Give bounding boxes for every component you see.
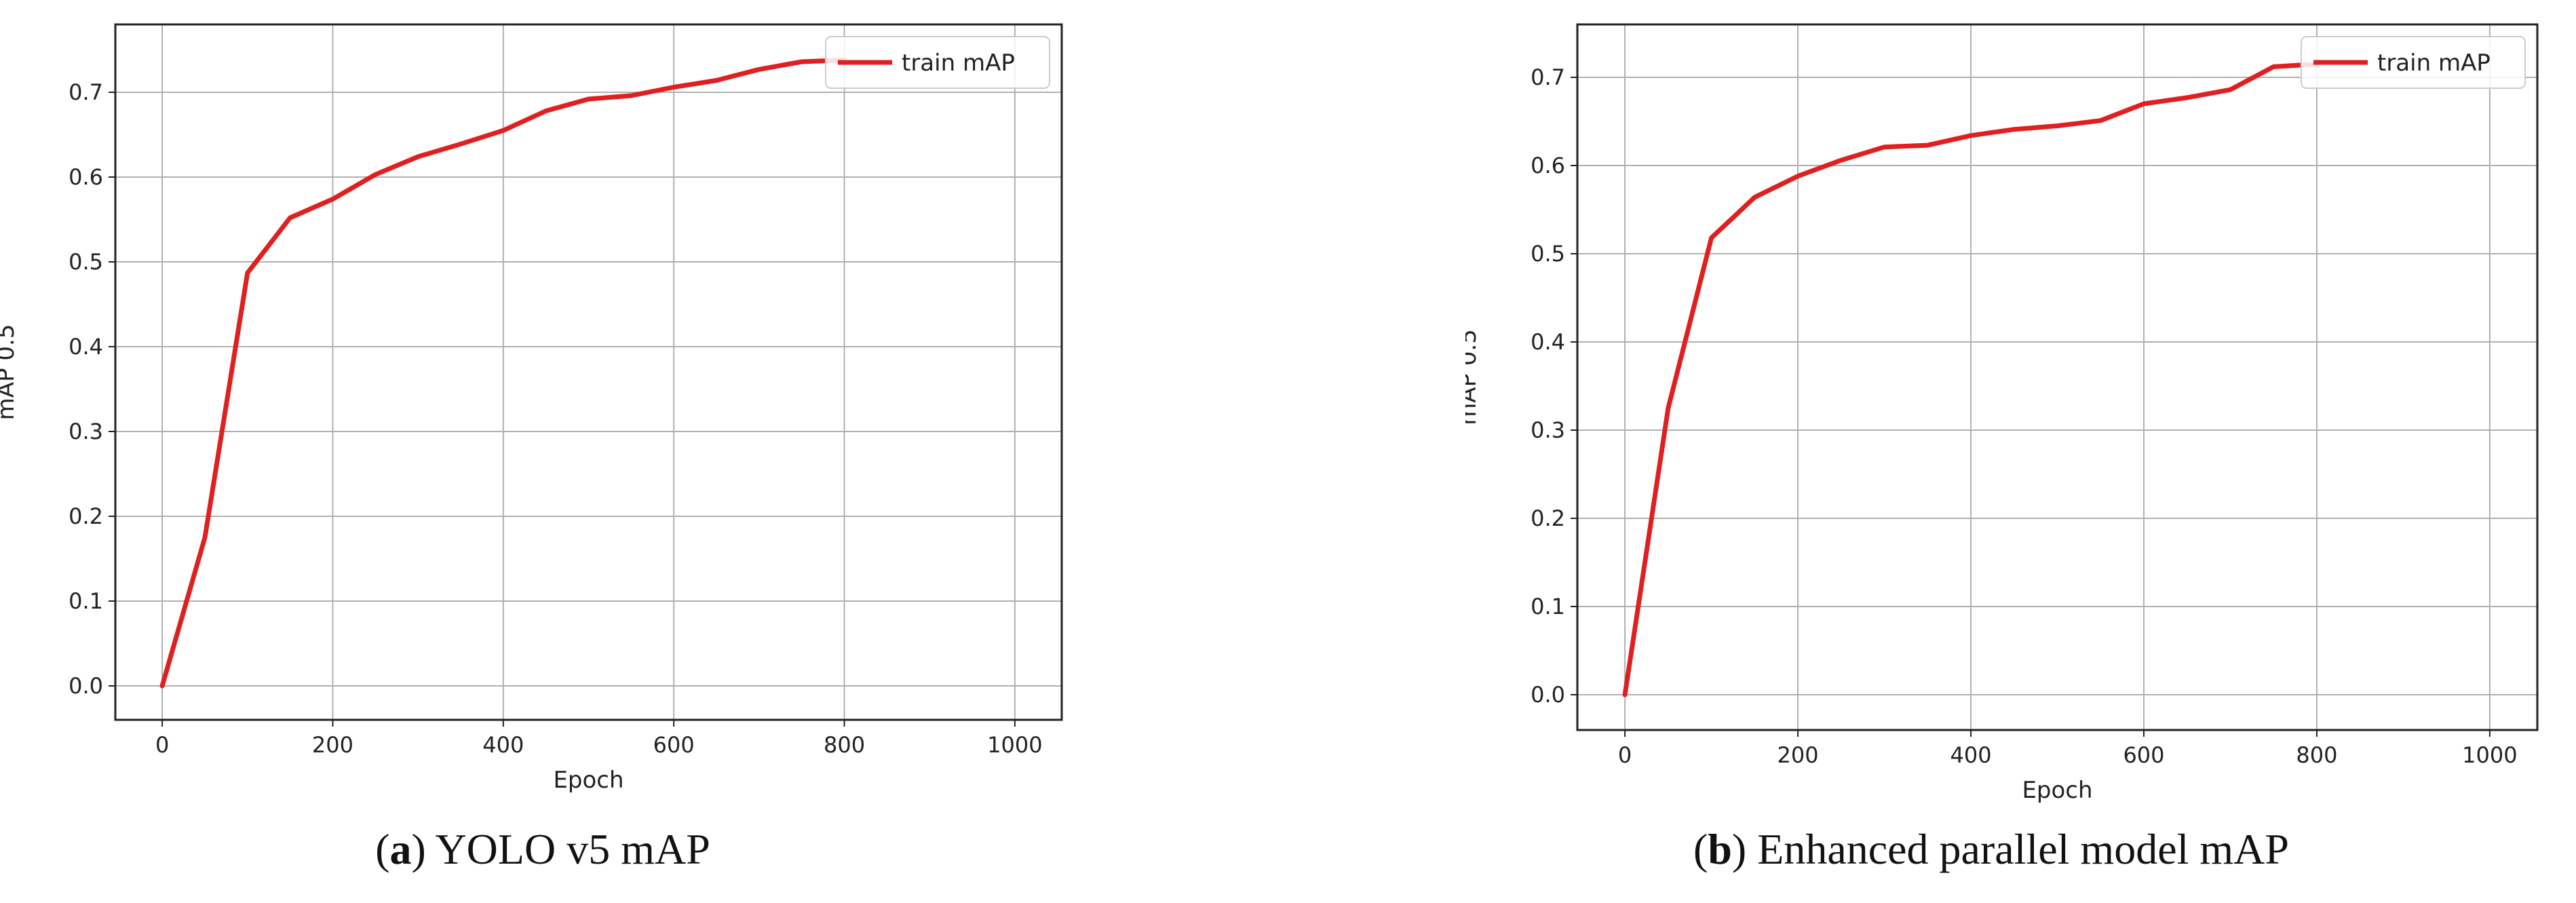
y-tick-label: 0.1 [1531,594,1565,619]
plot-area [115,24,1062,720]
x-tick-label: 400 [482,732,524,758]
y-tick-label: 0.5 [69,249,103,275]
x-tick-label: 1000 [987,732,1042,758]
x-axis-label: Epoch [2022,777,2092,804]
chart-panel-b: 0 200 400 600 800 1000 0.0 0.1 0.2 0.3 0.4 0.5 0.6 0.… [1465,0,2576,903]
y-tick-label: 0.6 [69,164,103,190]
y-tick-label: 0.4 [1531,329,1565,355]
y-tick-label: 0.6 [1531,153,1565,178]
legend-box [825,36,1050,89]
y-tick-label: 0.2 [69,503,103,529]
caption-b-letter: b [1708,825,1732,873]
chart-panel-a: 0 200 400 600 800 1000 0.0 0.1 0.2 0.3 0.4 0.5 0.6 0.… [0,0,1085,903]
y-tick-label: 0.3 [69,419,103,444]
x-tick-label: 400 [1950,742,1991,768]
plot-frame [1576,23,2539,731]
y-tick-label: 0.7 [69,79,103,105]
y-tick-label: 0.0 [69,673,103,699]
plot-area [1577,24,2537,730]
plot-frame [114,23,1063,721]
y-tick-label: 0.1 [69,588,103,614]
x-tick-label: 0 [1618,742,1632,768]
y-tick-label: 0.4 [69,334,103,360]
caption-a-letter: a [389,825,412,873]
x-tick-label: 800 [824,732,865,758]
grid-lines [115,24,1062,720]
y-tick-label: 0.2 [1531,505,1565,531]
legend-label: train mAP [902,50,1015,77]
legend-label: train mAP [2377,50,2491,77]
grid-lines [1577,24,2537,730]
legend-box [2301,36,2526,89]
caption-b: (b) Enhanced parallel model mAP [1693,825,2289,873]
x-tick-label: 200 [1777,742,1819,768]
chart-a-svg: 0 200 400 600 800 1000 0.0 0.1 0.2 0.3 0.4 0.5 0.6 0.… [0,23,1063,794]
y-tick-label: 0.5 [1531,241,1565,267]
x-tick-label: 200 [312,732,353,758]
chart-b-svg: 0 200 400 600 800 1000 0.0 0.1 0.2 0.3 0.4 0.5 0.6 0.… [1465,23,2539,804]
y-axis-label: mAP 0.5 [1465,329,1482,425]
y-tick-label: 0.3 [1531,417,1565,443]
y-tick-label: 0.7 [1531,64,1565,90]
caption-a-text: YOLO v5 mAP [435,825,710,873]
y-tick-label: 0.0 [1531,682,1565,708]
caption-b-text: Enhanced parallel model mAP [1757,825,2289,873]
caption-a: (a) YOLO v5 mAP [375,825,710,873]
x-tick-label: 600 [2123,742,2164,768]
x-tick-label: 0 [155,732,169,758]
y-axis-label: mAP 0.5 [0,324,20,421]
series-line-train-map [159,58,847,689]
series-line-train-map [1622,62,2320,697]
x-tick-label: 1000 [2462,742,2517,768]
x-axis-label: Epoch [553,767,623,794]
x-tick-label: 800 [2296,742,2337,768]
x-tick-label: 600 [653,732,695,758]
